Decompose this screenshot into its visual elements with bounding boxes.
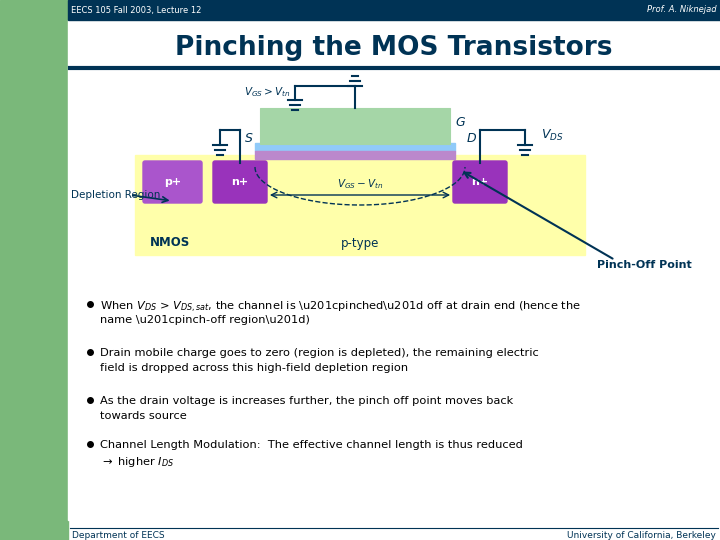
Text: name \u201cpinch-off region\u201d): name \u201cpinch-off region\u201d) [100, 315, 310, 325]
Text: S: S [245, 132, 253, 145]
Bar [68, 0, 720, 20]
Text: $\rightarrow$ higher $I_{DS}$: $\rightarrow$ higher $I_{DS}$ [100, 455, 174, 469]
Text: $V_{GS}-V_{tn}$: $V_{GS}-V_{tn}$ [337, 177, 383, 191]
Text: D: D [467, 132, 476, 145]
Text: NMOS: NMOS [150, 237, 190, 249]
Text: Pinch-Off Point: Pinch-Off Point [597, 260, 692, 270]
Text: n+: n+ [472, 177, 489, 187]
Text: University of California, Berkeley: University of California, Berkeley [567, 531, 716, 540]
Bar [0, 0, 68, 540]
Bar [135, 155, 585, 255]
Text: When $V_{DS}$ > $V_{DS,sat}$, the channel is \u201cpinched\u201d off at drain en: When $V_{DS}$ > $V_{DS,sat}$, the channe… [100, 300, 581, 315]
Text: Prof. A. Niknejad: Prof. A. Niknejad [647, 5, 717, 15]
Text: Pinching the MOS Transistors: Pinching the MOS Transistors [175, 35, 613, 61]
Text: towards source: towards source [100, 411, 186, 421]
Text: p+: p+ [164, 177, 181, 187]
Text: EECS 105 Fall 2003, Lecture 12: EECS 105 Fall 2003, Lecture 12 [71, 5, 202, 15]
Text: G: G [455, 116, 464, 129]
Text: Depletion Region: Depletion Region [71, 190, 161, 200]
Text: $V_{DS}$: $V_{DS}$ [541, 127, 564, 143]
Bar [255, 143, 455, 151]
FancyBboxPatch shape [453, 161, 507, 203]
Text: Drain mobile charge goes to zero (region is depleted), the remaining electric: Drain mobile charge goes to zero (region… [100, 348, 539, 358]
Text: $V_{GS}>V_{tn}$: $V_{GS}>V_{tn}$ [243, 85, 290, 99]
FancyBboxPatch shape [213, 161, 267, 203]
Text: field is dropped across this high-field depletion region: field is dropped across this high-field … [100, 363, 408, 373]
Text: Department of EECS: Department of EECS [72, 531, 165, 540]
Text: p-type: p-type [341, 237, 379, 249]
Text: Channel Length Modulation:  The effective channel length is thus reduced: Channel Length Modulation: The effective… [100, 440, 523, 450]
Bar [255, 151, 455, 159]
FancyBboxPatch shape [143, 161, 202, 203]
Text: As the drain voltage is increases further, the pinch off point moves back: As the drain voltage is increases furthe… [100, 396, 513, 406]
Text: n+: n+ [231, 177, 248, 187]
Bar [260, 108, 450, 144]
